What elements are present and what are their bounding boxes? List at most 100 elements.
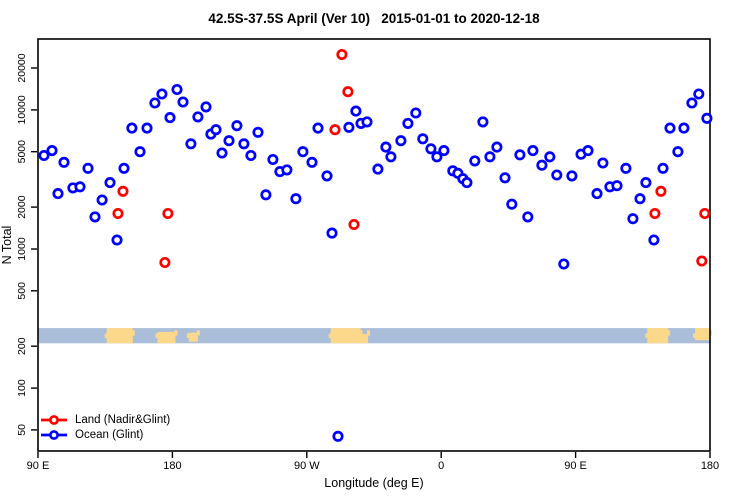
data-point-ocean xyxy=(438,145,450,157)
data-point-ocean xyxy=(126,122,138,134)
data-point-ocean xyxy=(118,162,130,174)
data-point-ocean xyxy=(701,112,713,124)
data-point-ocean xyxy=(89,211,101,223)
data-point-ocean xyxy=(410,107,422,119)
data-point-ocean xyxy=(111,234,123,246)
geography-strip xyxy=(38,328,712,344)
y-tick-label: 100 xyxy=(16,379,28,397)
data-point-ocean xyxy=(664,122,676,134)
data-point-ocean xyxy=(627,213,639,225)
data-point-ocean xyxy=(192,111,204,123)
strip-land xyxy=(188,332,198,342)
data-point-ocean xyxy=(82,162,94,174)
land-series-marker-icon xyxy=(41,414,67,425)
data-point-ocean xyxy=(216,147,228,159)
x-tick-label: 90 E xyxy=(564,460,587,472)
data-point-ocean xyxy=(566,170,578,182)
strip-land-speckle xyxy=(667,330,671,336)
data-point-ocean xyxy=(200,101,212,113)
strip-land-speckle xyxy=(693,333,698,338)
data-point-ocean xyxy=(343,121,355,133)
strip-land xyxy=(330,328,361,344)
y-tick-label: 50 xyxy=(16,424,28,436)
y-tick-label: 200 xyxy=(16,337,28,355)
strip-land xyxy=(106,328,133,344)
data-point-land xyxy=(336,48,348,61)
data-point-ocean xyxy=(491,141,503,153)
data-point-ocean xyxy=(223,135,235,147)
data-point-ocean xyxy=(672,146,684,158)
data-point-ocean xyxy=(149,97,161,109)
strip-land-speckle xyxy=(174,330,178,336)
ocean-series-marker-icon xyxy=(41,429,67,440)
data-point-ocean xyxy=(74,181,86,193)
data-point-ocean xyxy=(332,430,344,442)
data-point-ocean xyxy=(620,162,632,174)
data-point-ocean xyxy=(558,258,570,270)
data-point-ocean xyxy=(171,83,183,96)
data-point-ocean xyxy=(425,143,437,155)
data-point-ocean xyxy=(267,153,279,166)
data-point-ocean xyxy=(297,146,309,158)
data-point-ocean xyxy=(648,234,660,246)
x-axis-title: Longitude (deg E) xyxy=(324,476,423,490)
data-point-land xyxy=(699,207,711,220)
y-axis-title: N Total xyxy=(0,226,14,265)
data-point-ocean xyxy=(210,124,222,136)
data-point-ocean xyxy=(461,177,473,189)
data-point-ocean xyxy=(499,172,511,184)
x-tick-label: 180 xyxy=(701,460,719,472)
chart-title: 42.5S-37.5S April (Ver 10) 2015-01-01 to… xyxy=(208,11,540,26)
legend-item-land: Land (Nadir&Glint) xyxy=(40,413,170,426)
data-point-ocean xyxy=(281,164,293,176)
strip-land-speckle xyxy=(131,330,135,336)
x-tick-label: 180 xyxy=(163,460,181,472)
data-point-ocean xyxy=(361,116,373,128)
data-point-ocean xyxy=(177,96,189,108)
strip-land-speckle xyxy=(645,333,650,338)
x-axis-ticks: 90 E 180 90 W 0 90 E 180 xyxy=(27,452,719,472)
y-tick-label: 2000 xyxy=(16,195,28,219)
data-point-ocean xyxy=(469,155,481,167)
data-point-land xyxy=(159,256,171,269)
y-tick-label: 5000 xyxy=(16,140,28,164)
data-point-ocean xyxy=(164,112,176,124)
strip-land xyxy=(157,331,176,344)
x-tick-label: 0 xyxy=(438,460,444,472)
data-point-ocean xyxy=(597,157,609,169)
data-point-ocean xyxy=(484,151,496,163)
y-axis-ticks: 50 100 200 500 1000 2000 5000 10000 20000 xyxy=(16,53,37,436)
legend-label-land: Land (Nadir&Glint) xyxy=(75,413,171,426)
data-point-ocean xyxy=(245,149,257,162)
data-point-ocean xyxy=(306,156,318,168)
data-point-ocean xyxy=(141,122,153,134)
data-point-land xyxy=(329,124,341,136)
data-point-ocean xyxy=(96,194,108,206)
data-point-land xyxy=(348,218,360,231)
strip-land-speckle xyxy=(358,333,363,338)
data-point-ocean xyxy=(514,149,526,161)
legend-label-ocean: Ocean (Glint) xyxy=(75,428,144,441)
y-tick-label: 20000 xyxy=(16,53,28,82)
data-point-ocean xyxy=(686,97,698,109)
data-point-land xyxy=(162,207,174,220)
data-point-land xyxy=(117,185,129,197)
strip-ocean xyxy=(38,328,710,344)
data-point-land xyxy=(649,207,661,220)
data-point-ocean xyxy=(591,188,603,200)
data-point-ocean xyxy=(657,162,669,174)
x-tick-label: 90 E xyxy=(27,460,50,472)
data-point-ocean xyxy=(417,133,429,145)
data-point-ocean xyxy=(522,211,534,223)
data-point-ocean xyxy=(506,198,518,210)
plot-frame xyxy=(37,38,711,452)
strip-land xyxy=(360,334,369,344)
strip-land-speckle xyxy=(328,333,333,338)
data-point-ocean xyxy=(395,135,407,147)
data-point-ocean xyxy=(134,146,146,158)
y-tick-label: 1000 xyxy=(16,237,28,261)
y-tick-label: 10000 xyxy=(16,95,28,124)
strip-land-speckle xyxy=(104,333,109,338)
strip-land xyxy=(647,328,669,344)
data-point-ocean xyxy=(350,105,362,117)
